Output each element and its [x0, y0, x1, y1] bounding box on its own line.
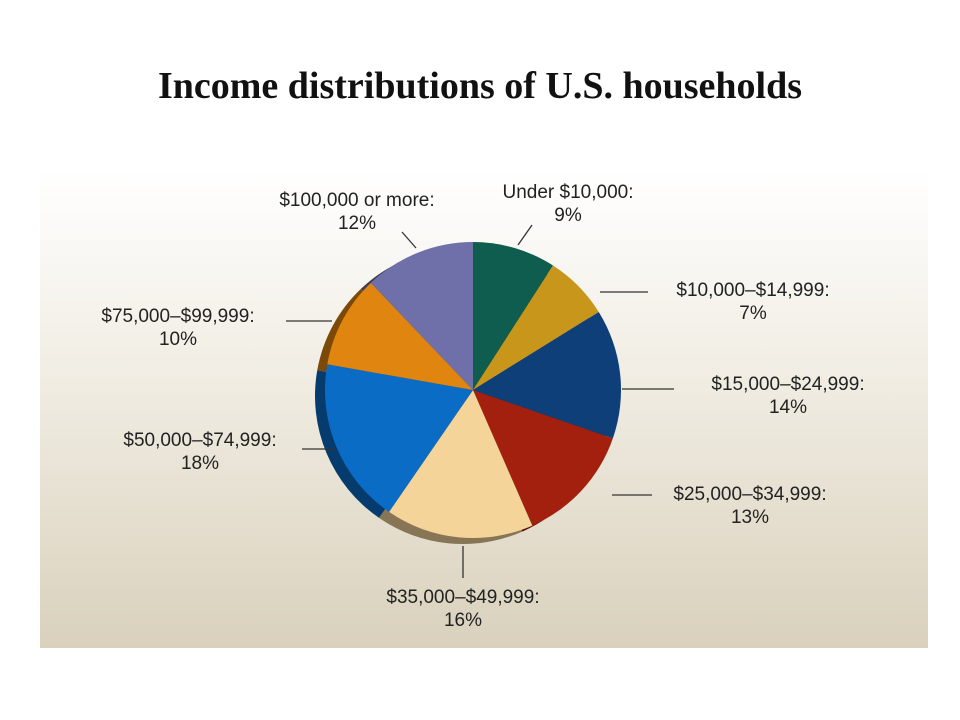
slice-label: Under $10,000: [503, 182, 634, 203]
slice-percent-label: 12% [338, 213, 376, 234]
slice-percent-label: 9% [554, 205, 582, 226]
pie-slice [473, 242, 554, 390]
slice-percent-label: 13% [731, 507, 769, 528]
slice-label: $25,000–$34,999: [673, 484, 826, 505]
pie-slice [473, 311, 621, 439]
pie-slice [327, 282, 473, 390]
slice-label: $100,000 or more: [279, 190, 434, 211]
slice-percent-label: 16% [444, 610, 482, 631]
slice-label: $15,000–$24,999: [711, 374, 864, 395]
slice-label: $75,000–$99,999: [101, 306, 254, 327]
pie-slice [325, 364, 473, 512]
slice-percent-label: 7% [739, 303, 767, 324]
slice-label: $35,000–$49,999: [386, 587, 539, 608]
chart-title: Income distributions of U.S. households [157, 65, 803, 107]
pie-slice [473, 265, 599, 390]
pie-slice [473, 390, 613, 526]
slice-percent-label: 18% [181, 453, 219, 474]
pie-slice [370, 242, 473, 390]
pie-slice [389, 390, 533, 538]
slice-label: $10,000–$14,999: [676, 280, 829, 301]
slice-percent-label: 14% [769, 397, 807, 418]
slice-percent-label: 10% [159, 329, 197, 350]
leader-line [517, 224, 533, 246]
leader-line [401, 231, 417, 249]
slice-label: $50,000–$74,999: [123, 430, 276, 451]
